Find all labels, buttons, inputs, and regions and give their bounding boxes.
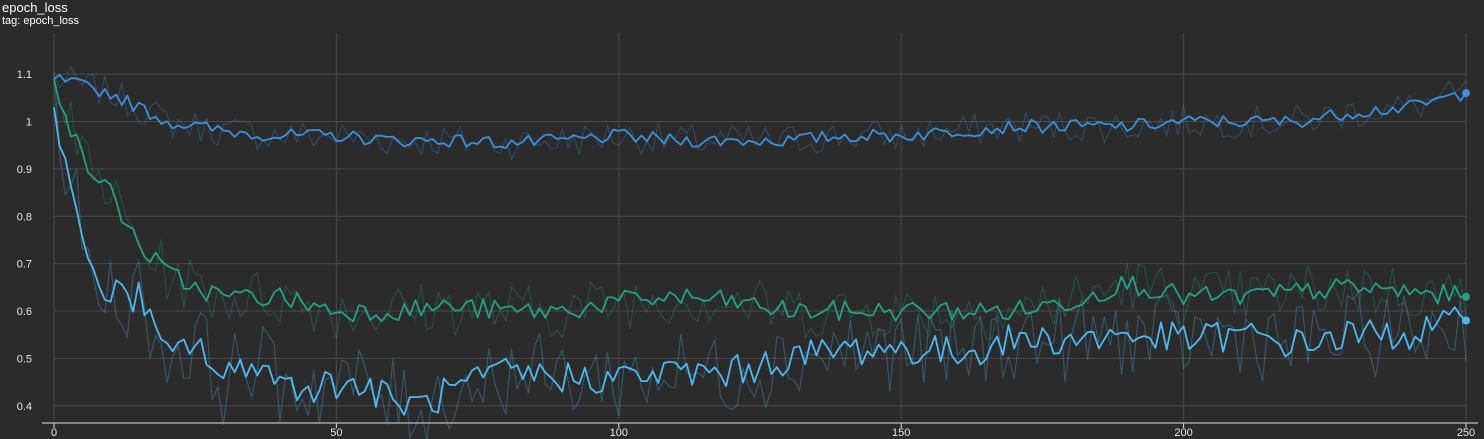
y-tick-label: 0.6 [17, 306, 32, 318]
y-tick-label: 0.8 [17, 211, 32, 223]
y-tick-label: 0.5 [17, 353, 32, 365]
y-tick-label: 1.1 [17, 69, 32, 81]
raw-series-line-2 [53, 100, 1467, 340]
y-tick-label: 0.9 [17, 164, 32, 176]
chart-title: epoch_loss [2, 0, 68, 15]
raw-series-line-3 [53, 72, 1467, 439]
chart-tag: tag: epoch_loss [2, 15, 80, 27]
x-tick-label: 100 [610, 427, 628, 439]
series-line-1 [53, 73, 1467, 149]
series-line-2 [53, 78, 1467, 323]
x-tick-label: 150 [892, 427, 910, 439]
series-end-point-3[interactable] [1462, 316, 1470, 325]
smoothed-series-group [53, 73, 1470, 416]
y-tick-label: 0.7 [17, 259, 32, 271]
x-tick-label: 250 [1457, 427, 1475, 439]
series-end-point-2[interactable] [1462, 292, 1470, 301]
grid-lines [42, 33, 1478, 424]
chart-header: epoch_loss tag: epoch_loss [2, 0, 79, 28]
x-tick-label: 50 [330, 427, 342, 439]
y-axis-ticks: 0.4 0.5 0.6 0.7 0.8 0.9 1 1.1 [17, 69, 32, 413]
y-tick-label: 1 [26, 117, 32, 129]
series-line-3 [53, 107, 1467, 416]
x-tick-label: 200 [1174, 427, 1192, 439]
series-end-point-1[interactable] [1462, 89, 1470, 98]
raw-series-group [53, 65, 1467, 439]
y-tick-label: 0.4 [17, 401, 32, 413]
x-tick-label: 0 [51, 427, 57, 439]
x-axis-ticks: 0 50 100 150 200 250 [51, 423, 1475, 439]
